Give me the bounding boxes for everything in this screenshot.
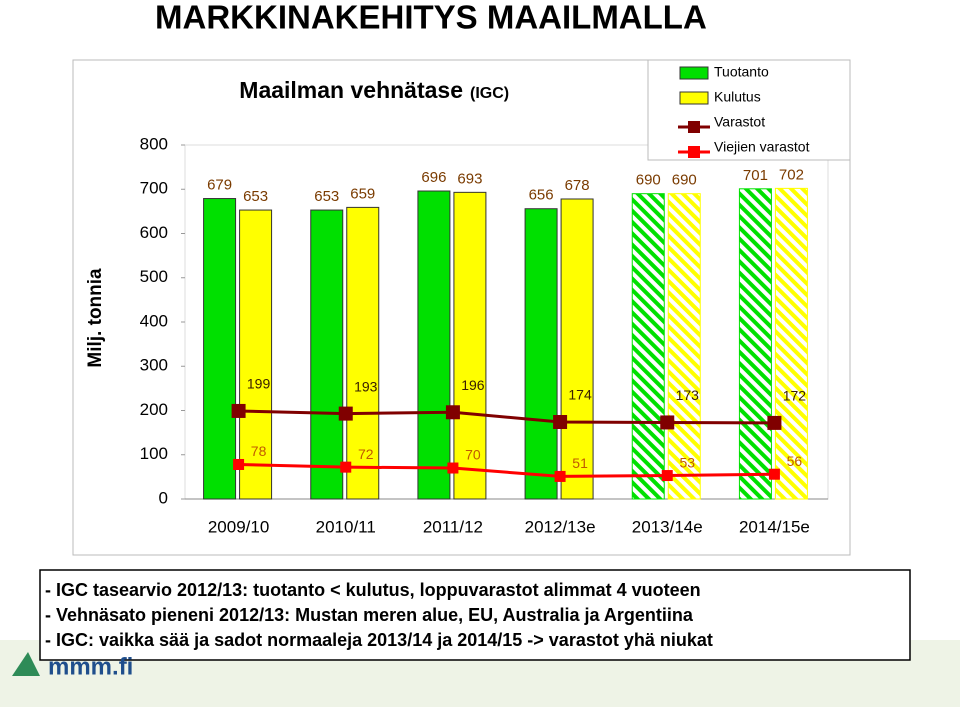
- data-label: 690: [672, 172, 697, 189]
- data-label: 702: [779, 166, 804, 183]
- marker: [233, 458, 245, 470]
- marker: [661, 470, 673, 482]
- legend-swatch: [679, 66, 709, 80]
- notes-box: [39, 569, 911, 661]
- data-label: 656: [529, 187, 554, 204]
- bar: [774, 187, 808, 500]
- y-tick-label: 0: [159, 488, 168, 507]
- bar: [239, 209, 273, 500]
- bar: [346, 206, 380, 500]
- data-label: 193: [354, 378, 378, 394]
- marker: [553, 415, 568, 430]
- y-tick-label: 200: [140, 400, 168, 419]
- data-label: 701: [743, 167, 768, 184]
- logo: mmm.fi: [48, 653, 133, 680]
- chart-title: Maailman vehnätase: [239, 77, 463, 103]
- legend-swatch: [688, 146, 700, 158]
- data-label: 690: [636, 172, 661, 189]
- x-tick-label: 2013/14e: [632, 517, 703, 536]
- data-label: 53: [679, 454, 695, 470]
- marker: [768, 468, 780, 480]
- y-axis-label: Milj. tonnia: [85, 268, 106, 368]
- x-tick-label: 2014/15e: [739, 517, 810, 536]
- x-tick-label: 2009/10: [208, 517, 269, 536]
- note: - IGC tasearvio 2012/13: tuotanto < kulu…: [45, 580, 701, 600]
- x-tick-label: 2012/13e: [525, 517, 596, 536]
- logo-icon: [12, 652, 40, 676]
- data-label: 693: [457, 170, 482, 187]
- data-label: 51: [572, 455, 588, 471]
- y-tick-label: 300: [140, 356, 168, 375]
- plot-area: [184, 144, 829, 500]
- marker: [767, 415, 782, 430]
- bar: [453, 191, 487, 500]
- marker: [554, 470, 566, 482]
- bar: [203, 198, 237, 500]
- data-label: 70: [465, 447, 481, 463]
- x-tick-label: 2010/11: [316, 517, 376, 536]
- data-label: 78: [251, 443, 267, 459]
- y-tick-label: 600: [140, 223, 168, 242]
- data-label: 56: [787, 453, 803, 469]
- bar: [738, 188, 772, 500]
- bar: [524, 208, 558, 500]
- data-label: 659: [350, 185, 375, 202]
- marker: [445, 405, 460, 420]
- legend-label: Viejien varastot: [714, 139, 810, 155]
- data-label: 196: [461, 377, 485, 393]
- y-tick-label: 500: [140, 267, 168, 286]
- marker: [447, 462, 459, 474]
- slide-title: MARKKINAKEHITYS MAAILMALLA: [155, 0, 707, 36]
- data-label: 72: [358, 446, 374, 462]
- legend-swatch: [688, 121, 700, 133]
- x-tick-label: 2011/12: [423, 517, 483, 536]
- legend-label: Tuotanto: [714, 64, 769, 80]
- data-label: 199: [247, 376, 271, 392]
- note: - Vehnäsato pieneni 2012/13: Mustan mere…: [45, 605, 694, 625]
- data-label: 696: [421, 169, 446, 186]
- marker: [660, 415, 675, 430]
- legend-label: Kulutus: [714, 89, 761, 105]
- line: [238, 462, 775, 478]
- data-label: 172: [783, 388, 807, 404]
- y-tick-label: 400: [140, 311, 168, 330]
- bar: [667, 193, 701, 500]
- bar: [417, 190, 451, 500]
- data-label: 679: [207, 177, 232, 194]
- bar: [310, 209, 344, 500]
- data-label: 653: [243, 188, 268, 205]
- data-label: 653: [314, 188, 339, 205]
- line: [238, 409, 775, 425]
- y-tick-label: 700: [140, 179, 168, 198]
- marker: [231, 403, 246, 418]
- chart-title-note: (IGC): [470, 85, 509, 102]
- y-tick-label: 100: [140, 444, 168, 463]
- marker: [338, 406, 353, 421]
- legend-label: Varastot: [714, 114, 765, 130]
- legend-swatch: [679, 91, 709, 105]
- y-tick-label: 800: [140, 134, 168, 153]
- bar: [631, 193, 665, 500]
- note: - IGC: vaikka sää ja sadot normaaleja 20…: [45, 630, 713, 650]
- bar: [560, 198, 594, 500]
- data-label: 678: [565, 177, 590, 194]
- data-label: 173: [676, 387, 700, 403]
- data-label: 174: [568, 387, 592, 403]
- marker: [340, 461, 352, 473]
